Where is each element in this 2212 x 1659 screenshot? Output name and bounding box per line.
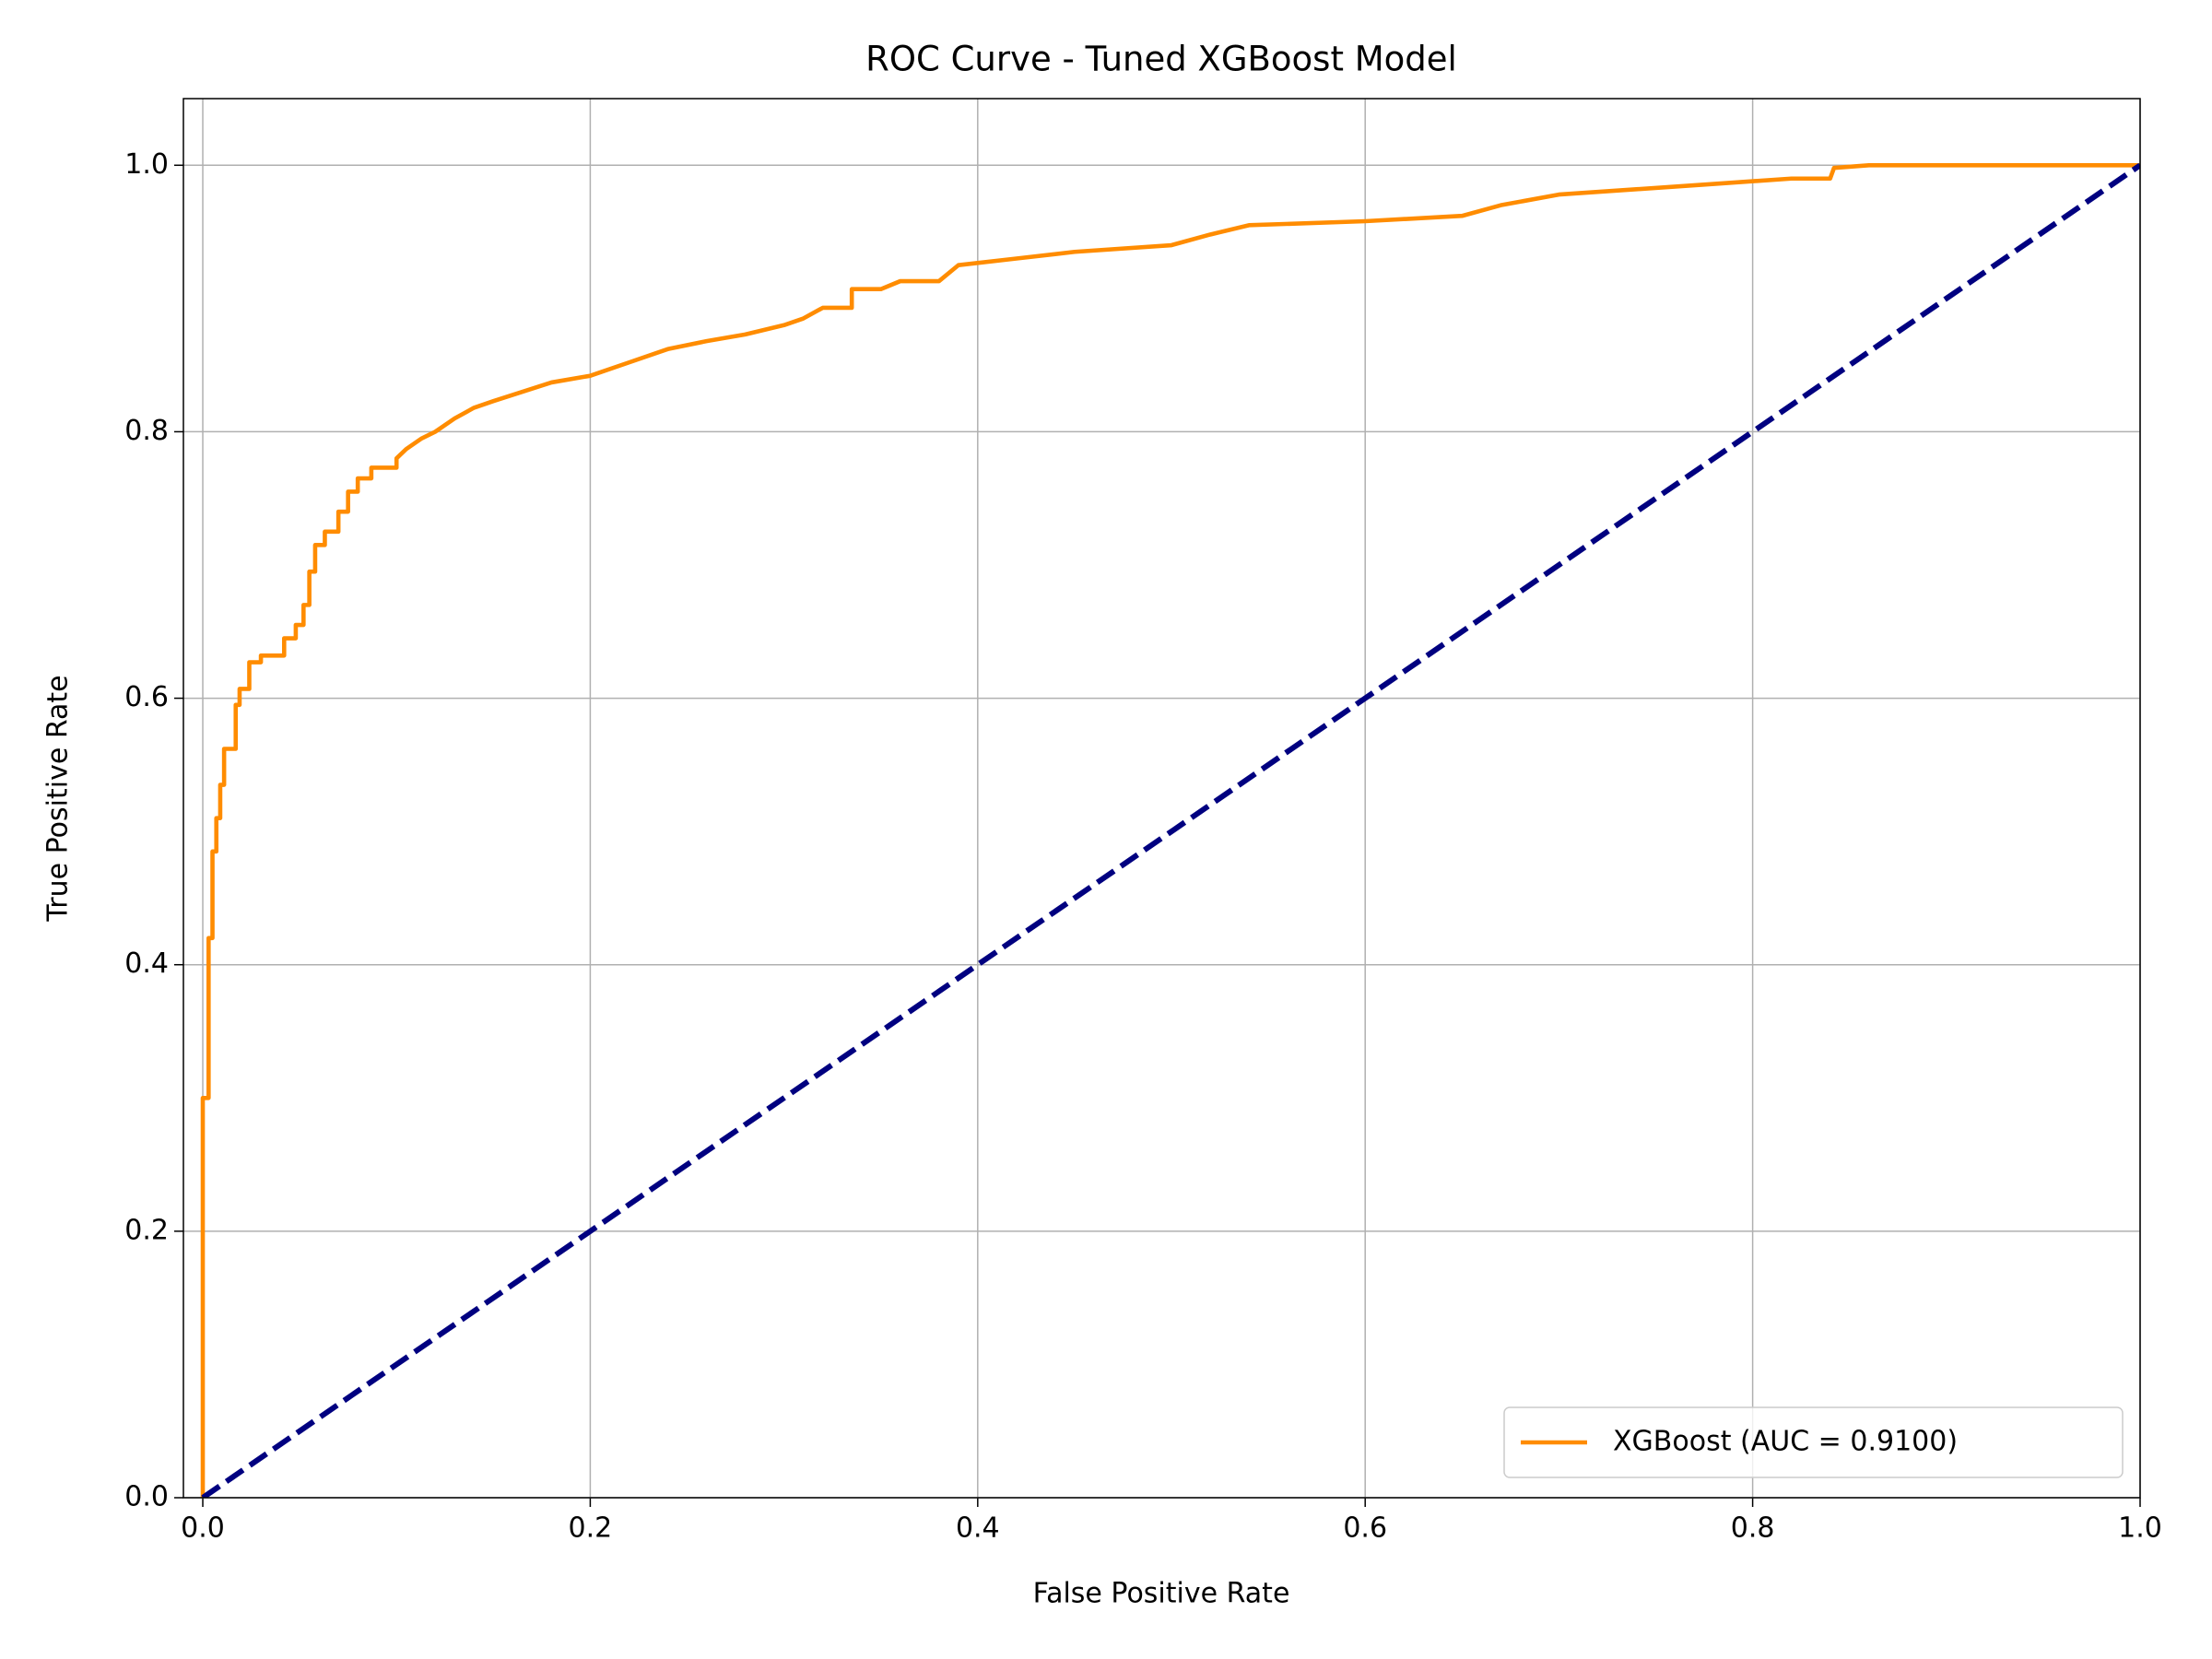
y-tick-label: 1.0 <box>124 148 169 181</box>
line-series <box>200 162 2140 1498</box>
y-tick-label: 0.6 <box>124 681 169 713</box>
x-tick-label: 0.0 <box>181 1512 225 1545</box>
x-tick-label: 0.4 <box>956 1512 1000 1545</box>
line-series <box>201 162 2140 1498</box>
plot-frame <box>182 98 2141 1499</box>
legend-box <box>1503 1406 2124 1478</box>
x-axis-label: False Positive Rate <box>1033 1578 1290 1610</box>
x-tick-label: 0.6 <box>1343 1512 1387 1545</box>
y-tick-label: 0.4 <box>124 947 169 980</box>
x-tick-label: 1.0 <box>2118 1512 2162 1545</box>
y-tick-label: 0.0 <box>124 1481 169 1513</box>
y-tick-label: 0.8 <box>124 415 169 447</box>
x-tick-label: 0.8 <box>1731 1512 1775 1545</box>
y-tick-label: 0.2 <box>124 1214 169 1246</box>
legend-label: XGBoost (AUC = 0.9100) <box>1613 1426 1958 1458</box>
x-tick-label: 0.2 <box>569 1512 613 1545</box>
chart-title: ROC Curve - Tuned XGBoost Model <box>865 40 1457 79</box>
y-axis-label: True Positive Rate <box>42 675 75 922</box>
